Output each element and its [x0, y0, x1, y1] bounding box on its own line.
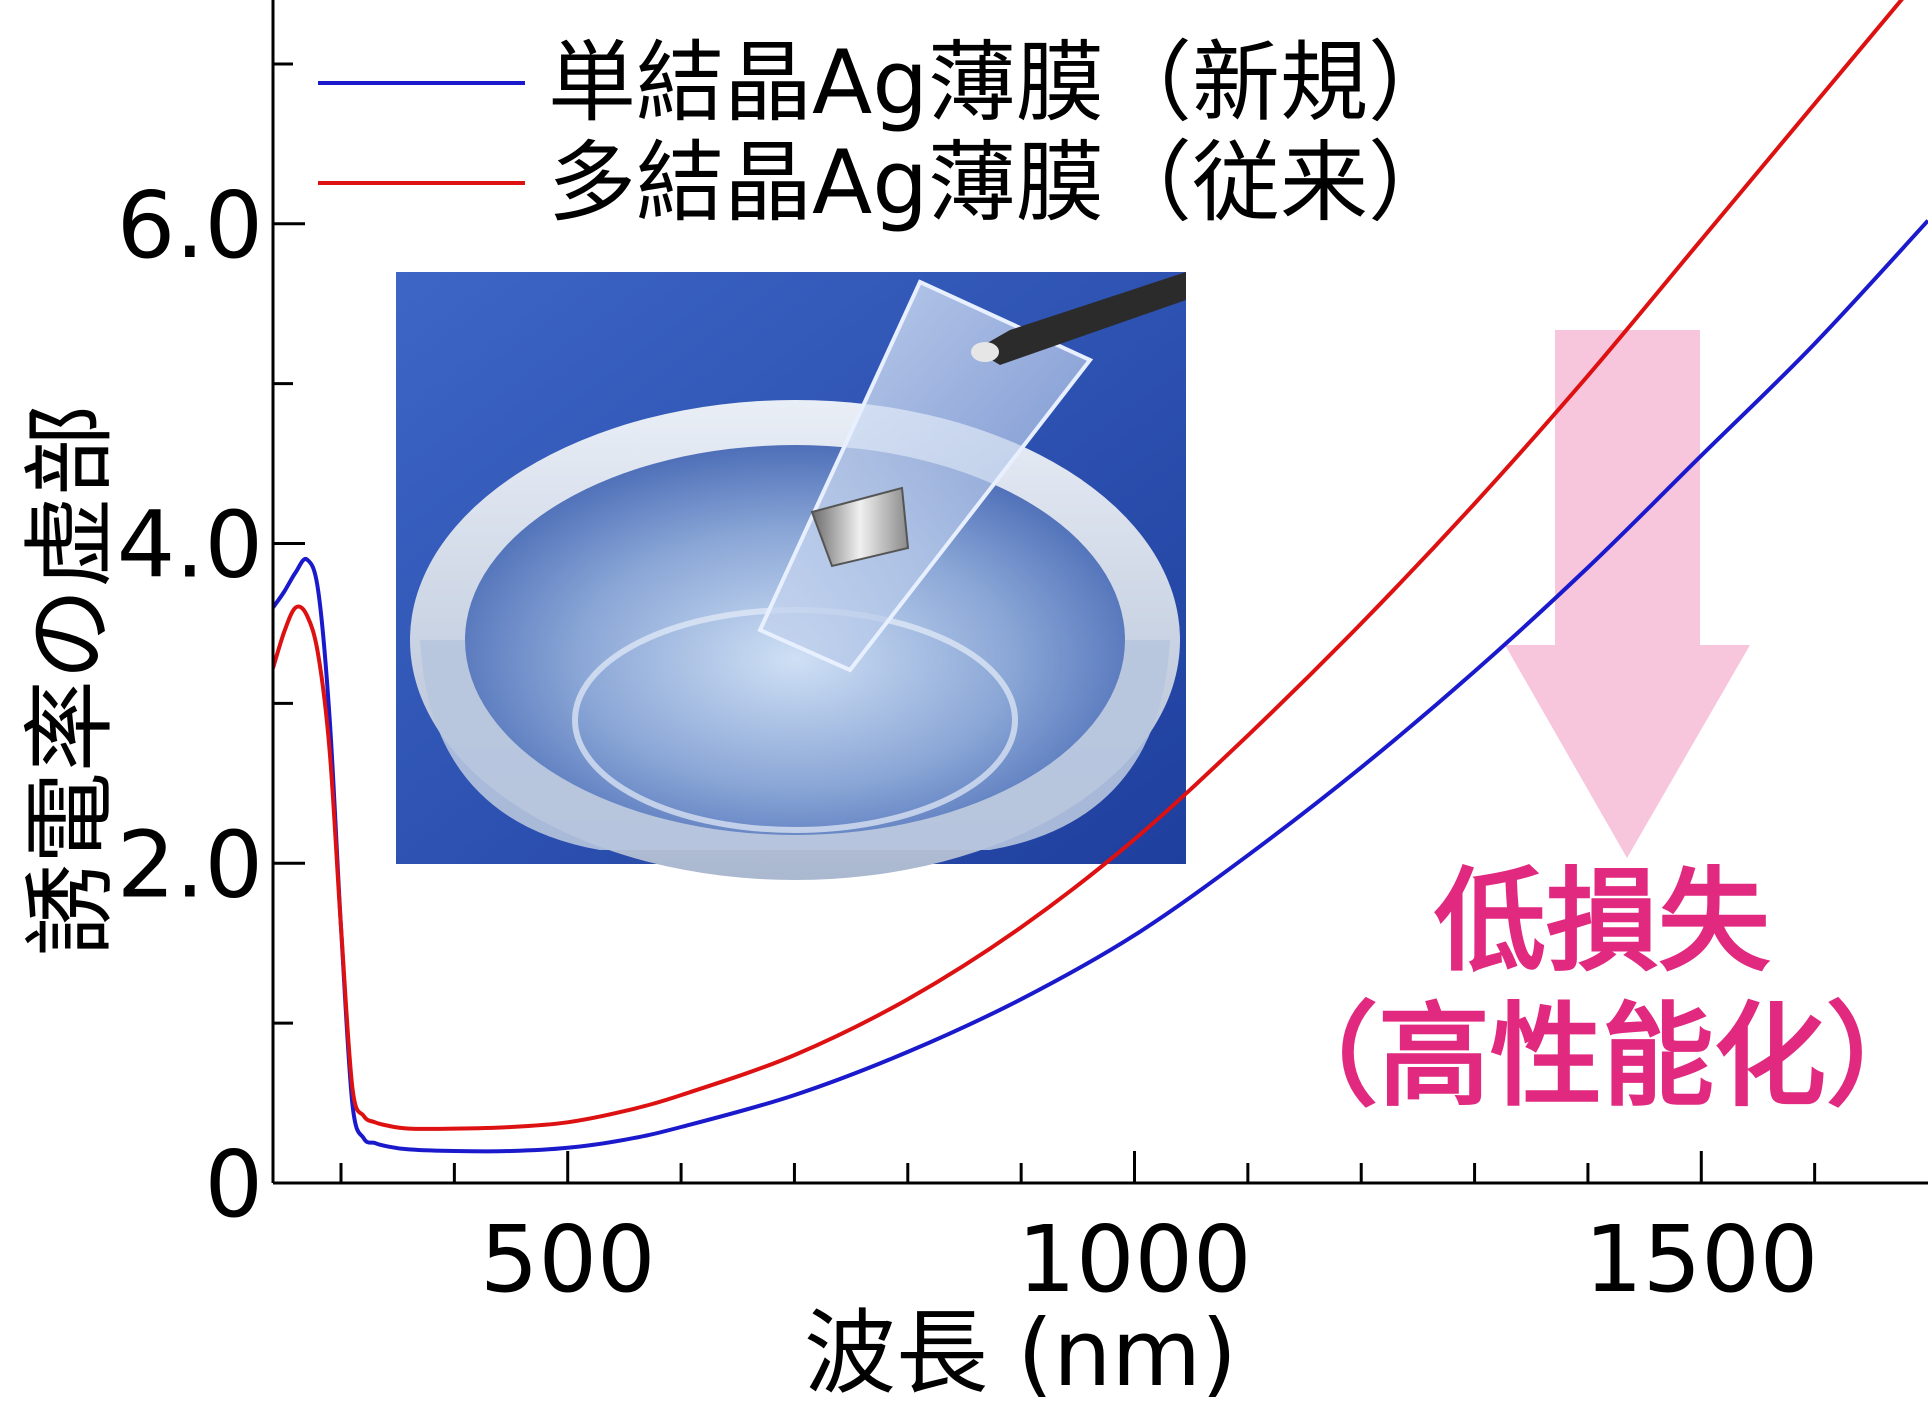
y-tick-label: 0 [204, 1131, 263, 1238]
x-axis-title: 波長 (nm) [804, 1300, 1237, 1407]
y-tick-label: 2.0 [117, 811, 263, 918]
x-tick-label: 500 [480, 1206, 656, 1313]
series-line-2 [273, 0, 1904, 1131]
legend: 単結晶Ag薄膜（新規）多結晶Ag薄膜（従来） [318, 31, 1456, 234]
y-tick-label: 4.0 [117, 492, 263, 599]
tweezers [975, 272, 1186, 365]
x-tick-label: 1500 [1584, 1206, 1818, 1313]
y-axis-title: 誘電率の虚部 [17, 404, 124, 956]
series-line-1 [273, 219, 1928, 1154]
annotation-line2: （高性能化） [1266, 992, 1929, 1122]
ag-film [810, 486, 910, 568]
annotation: 低損失（高性能化） [1266, 330, 1929, 1122]
tweezer-tip [971, 342, 999, 362]
annotation-line1: 低損失 [1434, 857, 1771, 987]
series-layer [273, 0, 1928, 1154]
inset-photo [396, 272, 1186, 880]
y-tick-label: 6.0 [117, 172, 263, 279]
legend-label-2: 多結晶Ag薄膜（従来） [548, 131, 1456, 234]
axes: 500 1000 1500 0 2.0 4.0 6.0 波長 (nm) 誘電率の虚部 [17, 0, 1928, 1407]
legend-label-1: 単結晶Ag薄膜（新規） [548, 31, 1456, 134]
x-tick-label: 1000 [1017, 1206, 1251, 1313]
loss-arrow-icon [1505, 330, 1750, 858]
